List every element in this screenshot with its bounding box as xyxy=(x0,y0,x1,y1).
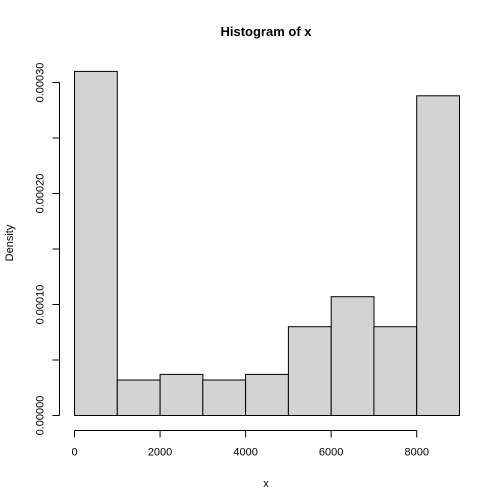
y-tick-label: 0.00020 xyxy=(35,174,47,214)
x-axis-label: x xyxy=(263,478,269,490)
y-axis-label: Density xyxy=(4,224,16,261)
histogram-bar-1 xyxy=(116,379,161,416)
histogram-bar-4 xyxy=(245,373,289,416)
histogram-bar-7 xyxy=(373,326,418,417)
y-tick-label: 0.00000 xyxy=(35,396,47,436)
histogram-bar-6 xyxy=(330,296,375,417)
x-tick-label: 6000 xyxy=(319,447,343,459)
bars-group xyxy=(74,70,461,417)
histogram-bar-3 xyxy=(202,379,247,416)
chart-title: Histogram of x xyxy=(220,24,312,39)
histogram-bar-5 xyxy=(287,326,332,417)
x-tick-label: 0 xyxy=(71,447,77,459)
y-tick-label: 0.00030 xyxy=(35,63,47,103)
x-tick-label: 2000 xyxy=(148,447,172,459)
histogram-bar-0 xyxy=(74,70,118,417)
y-tick-label: 0.00010 xyxy=(35,285,47,325)
y-axis: 0.00000 0.00010 0.00020 0.00030 xyxy=(35,63,60,436)
histogram-bar-2 xyxy=(159,373,204,416)
x-tick-label: 8000 xyxy=(404,447,428,459)
x-tick-label: 4000 xyxy=(233,447,257,459)
histogram-bar-8 xyxy=(416,95,461,417)
x-axis: 0 2000 4000 6000 8000 xyxy=(71,430,429,459)
